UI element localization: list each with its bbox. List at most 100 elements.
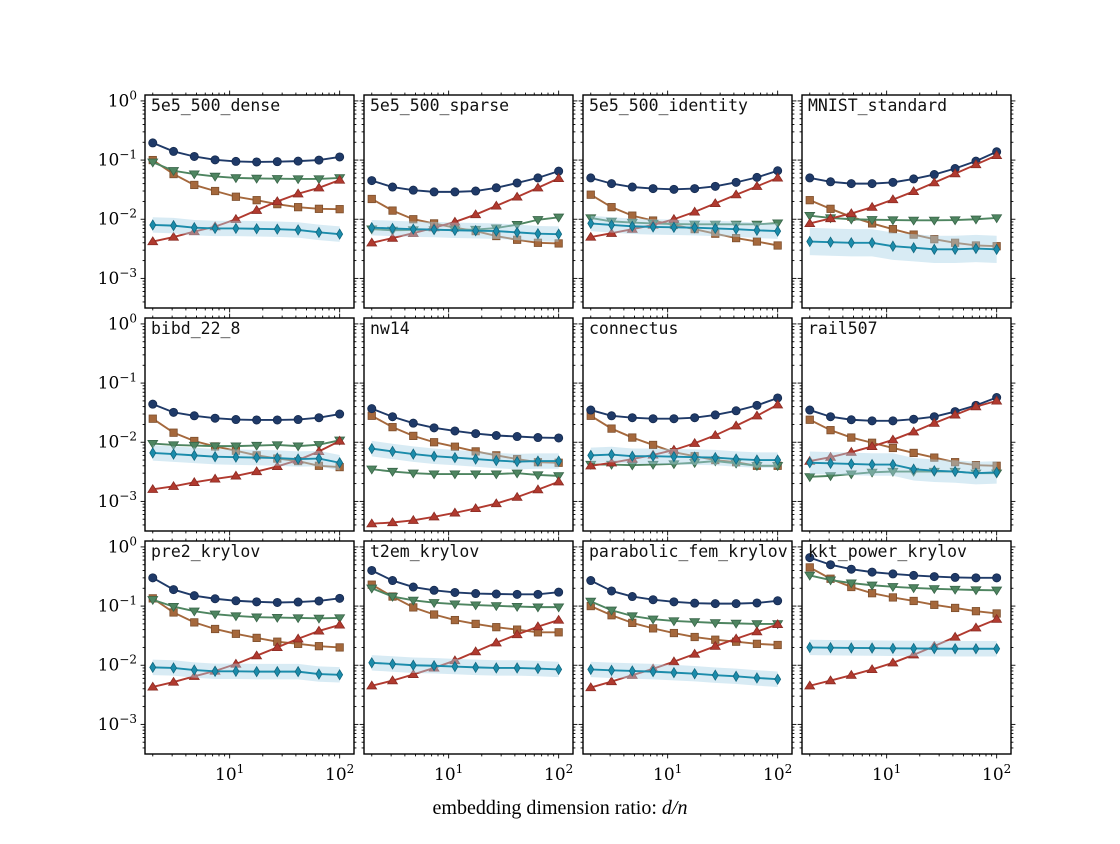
- series-line: [590, 579, 778, 605]
- series-line: [809, 574, 997, 592]
- subplot: bibd_22_8: [140, 313, 359, 536]
- y-tick-label: 100: [108, 311, 137, 334]
- subplot-title: kkt_power_krylov: [808, 542, 967, 561]
- series-red-triangle-up: [147, 435, 346, 493]
- series-line: [152, 624, 340, 688]
- subplot-title: nw14: [370, 319, 410, 338]
- series-red-triangle-up: [366, 476, 565, 528]
- series-line: [152, 417, 340, 469]
- plot-frame: [801, 94, 1012, 309]
- plot-area: [583, 95, 792, 308]
- series-line: [590, 453, 778, 461]
- plot-frame: [582, 540, 793, 755]
- series-line: [809, 646, 997, 650]
- series-line: [809, 399, 997, 463]
- series-teal-diamond: [149, 445, 344, 471]
- x-tick-label: 101: [434, 762, 463, 785]
- series-line: [371, 569, 559, 596]
- series-line: [152, 403, 340, 421]
- series-line: [152, 439, 340, 448]
- series-green-triangle-down: [804, 571, 1003, 596]
- subplot-title: pre2_krylov: [151, 542, 260, 561]
- confidence-band: [809, 227, 997, 263]
- subplot-title: rail507: [808, 319, 878, 338]
- series-navy-circle: [805, 553, 1002, 583]
- series-navy-circle: [367, 565, 564, 599]
- subplot: 5e5_500_sparse: [359, 90, 578, 313]
- series-teal-diamond: [587, 661, 782, 687]
- series-line: [809, 396, 997, 422]
- series-line: [809, 199, 997, 248]
- confidence-band: [590, 661, 778, 687]
- series-line: [371, 468, 559, 477]
- series-line: [152, 179, 340, 243]
- y-tick-label: 10−2: [98, 207, 137, 230]
- series-red-triangle-up: [147, 174, 346, 246]
- series-navy-circle: [367, 166, 564, 197]
- subplot: 5e5_500_identity: [578, 90, 797, 313]
- plot-frame: [801, 317, 1012, 532]
- x-tick-label: 102: [982, 762, 1011, 785]
- series-line: [590, 169, 778, 191]
- series-line: [590, 222, 778, 233]
- series-navy-circle: [367, 404, 564, 443]
- x-tick-label: 102: [763, 762, 792, 785]
- x-tick-label: 102: [544, 762, 573, 785]
- subplot: parabolic_fem_krylov: [578, 536, 797, 759]
- series-red-triangle-up: [804, 150, 1003, 228]
- series-line: [152, 598, 340, 620]
- y-tick-label: 10−1: [98, 148, 137, 171]
- confidence-band: [809, 451, 997, 485]
- series-line: [152, 666, 340, 676]
- series-line: [590, 460, 778, 467]
- plot-area: [802, 95, 1011, 308]
- series-navy-circle: [148, 573, 345, 607]
- series-line: [809, 566, 997, 615]
- x-axis-label: embedding dimension ratio: d/n: [433, 797, 688, 819]
- series-line: [152, 224, 340, 236]
- subplot-title: t2em_krylov: [370, 542, 479, 561]
- series-line: [590, 403, 779, 467]
- plot-frame: [363, 540, 574, 755]
- subplot: nw14: [359, 313, 578, 536]
- series-line: [152, 159, 340, 211]
- series-line: [809, 418, 997, 467]
- subplot-title: connectus: [589, 319, 678, 338]
- plot-frame: [363, 317, 574, 532]
- series-green-triangle-down: [366, 584, 565, 613]
- y-tick-label: 100: [108, 88, 137, 111]
- x-tick-label: 101: [215, 762, 244, 785]
- series-line: [590, 605, 778, 646]
- series-line: [590, 623, 778, 689]
- series-teal-diamond: [149, 659, 344, 683]
- series-teal-diamond: [587, 215, 782, 239]
- series-line: [371, 447, 559, 463]
- subplot: MNIST_standard: [797, 90, 1016, 313]
- series-line: [371, 226, 559, 236]
- series-line: [152, 597, 340, 649]
- subplot: connectus: [578, 313, 797, 536]
- series-line: [809, 618, 998, 687]
- series-navy-circle: [586, 393, 783, 424]
- series-line: [809, 461, 997, 475]
- y-tick-label: 10−3: [98, 489, 137, 512]
- series-red-triangle-up: [804, 613, 1003, 690]
- series-line: [371, 619, 559, 687]
- series-line: [152, 161, 340, 180]
- series-line: [590, 177, 779, 238]
- series-line: [152, 142, 340, 163]
- series-line: [371, 177, 560, 244]
- subplot: rail507: [797, 313, 1016, 536]
- series-teal-diamond: [149, 217, 344, 242]
- series-line: [590, 217, 778, 226]
- series-line: [152, 451, 340, 464]
- series-line: [371, 170, 559, 193]
- series-teal-diamond: [806, 451, 1001, 485]
- series-teal-diamond: [587, 446, 782, 468]
- plot-area: [583, 318, 792, 531]
- subplot-title: MNIST_standard: [808, 96, 947, 115]
- series-line: [371, 407, 559, 439]
- y-tick-label: 100: [108, 534, 137, 557]
- y-tick-label: 10−3: [98, 266, 137, 289]
- y-tick-label: 10−2: [98, 430, 137, 453]
